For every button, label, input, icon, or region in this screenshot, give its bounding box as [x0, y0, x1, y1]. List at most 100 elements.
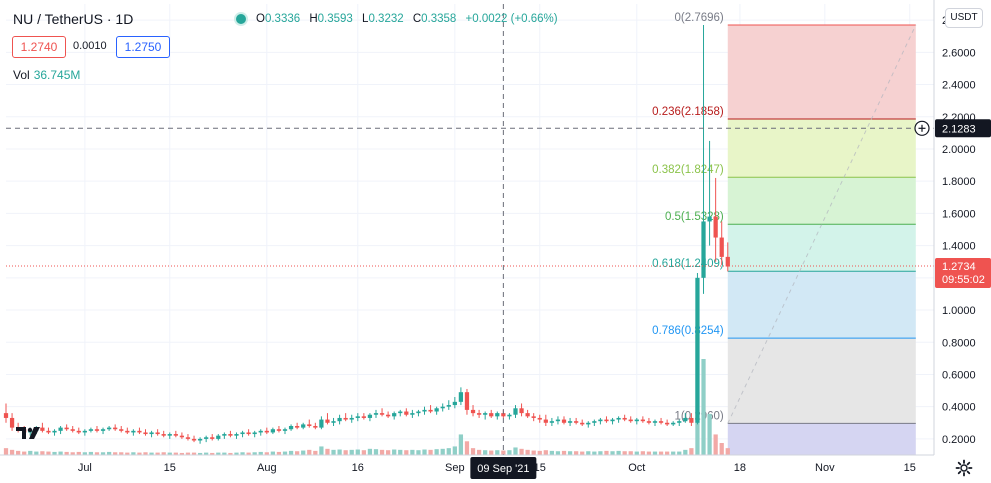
candle[interactable]	[604, 416, 609, 423]
candle[interactable]	[131, 429, 136, 436]
candle[interactable]	[119, 426, 124, 433]
candle[interactable]	[52, 429, 57, 436]
candle[interactable]	[404, 408, 409, 417]
candle[interactable]	[113, 424, 118, 431]
candle[interactable]	[252, 430, 257, 438]
candle[interactable]	[343, 413, 348, 422]
candle[interactable]	[561, 416, 567, 425]
price-axis[interactable]	[934, 0, 991, 483]
candle[interactable]	[270, 427, 275, 435]
candle[interactable]	[361, 413, 366, 420]
candle[interactable]	[555, 416, 561, 425]
candle[interactable]	[276, 426, 282, 433]
candle[interactable]	[58, 426, 63, 435]
plus-circle-icon[interactable]	[914, 120, 930, 136]
candle[interactable]	[507, 413, 512, 420]
candle[interactable]	[640, 416, 645, 423]
candle[interactable]	[167, 432, 172, 439]
candle[interactable]	[210, 434, 215, 441]
candle[interactable]	[125, 427, 130, 435]
candle[interactable]	[665, 419, 670, 427]
candle[interactable]	[470, 405, 476, 417]
candle[interactable]	[3, 403, 9, 423]
candle[interactable]	[307, 419, 312, 428]
candle[interactable]	[398, 409, 403, 417]
candle[interactable]	[325, 413, 330, 425]
candle[interactable]	[489, 409, 494, 418]
candle[interactable]	[70, 426, 75, 433]
tradingview-logo-icon[interactable]	[16, 425, 44, 441]
candle[interactable]	[719, 221, 724, 265]
candle[interactable]	[452, 397, 457, 409]
gear-icon[interactable]	[955, 459, 973, 477]
candle[interactable]	[106, 426, 112, 431]
candle[interactable]	[100, 427, 106, 435]
currency-button[interactable]: USDT	[945, 8, 983, 28]
candle[interactable]	[476, 409, 482, 418]
candle[interactable]	[197, 437, 203, 444]
candle[interactable]	[179, 432, 185, 439]
candle[interactable]	[458, 387, 464, 406]
candle[interactable]	[531, 413, 536, 422]
candle[interactable]	[367, 413, 373, 422]
candle[interactable]	[464, 388, 470, 415]
candle[interactable]	[725, 242, 730, 272]
candle[interactable]	[222, 432, 227, 439]
sell-price-button[interactable]: 1.2740	[12, 36, 66, 58]
candle[interactable]	[616, 416, 621, 423]
candle[interactable]	[185, 434, 191, 441]
candle[interactable]	[204, 435, 209, 443]
candle[interactable]	[537, 414, 542, 423]
candle[interactable]	[658, 417, 664, 425]
candle[interactable]	[161, 430, 166, 438]
candle[interactable]	[598, 417, 603, 425]
candle[interactable]	[567, 417, 573, 427]
candle[interactable]	[301, 422, 306, 430]
candle[interactable]	[446, 400, 451, 410]
candle[interactable]	[634, 417, 639, 425]
candle[interactable]	[173, 430, 178, 438]
candle[interactable]	[677, 419, 682, 427]
candle[interactable]	[258, 429, 263, 436]
candle[interactable]	[513, 405, 518, 418]
candle[interactable]	[628, 416, 633, 423]
candle[interactable]	[610, 417, 615, 425]
candle[interactable]	[246, 429, 251, 436]
candle[interactable]	[46, 427, 51, 435]
candle[interactable]	[9, 413, 15, 431]
candle[interactable]	[434, 406, 439, 415]
candle[interactable]	[592, 419, 597, 427]
candle[interactable]	[483, 411, 488, 420]
candle[interactable]	[155, 429, 160, 436]
candle[interactable]	[428, 405, 433, 414]
candle[interactable]	[586, 421, 591, 428]
candle[interactable]	[671, 421, 676, 427]
candle[interactable]	[228, 430, 233, 438]
candle[interactable]	[149, 430, 154, 438]
candle[interactable]	[337, 414, 342, 425]
buy-price-button[interactable]: 1.2750	[116, 36, 170, 58]
candle[interactable]	[422, 406, 427, 415]
candle[interactable]	[143, 429, 148, 436]
candle[interactable]	[646, 417, 652, 425]
candle[interactable]	[580, 419, 585, 427]
candle[interactable]	[40, 422, 45, 433]
candle[interactable]	[234, 432, 239, 439]
candle[interactable]	[191, 435, 197, 443]
candle[interactable]	[683, 413, 688, 423]
candle[interactable]	[82, 429, 87, 436]
candle[interactable]	[525, 409, 530, 418]
candle[interactable]	[331, 417, 336, 427]
candle[interactable]	[288, 424, 294, 431]
candle[interactable]	[319, 416, 324, 430]
candle[interactable]	[707, 140, 712, 246]
candle[interactable]	[216, 434, 221, 441]
candle[interactable]	[440, 403, 445, 412]
candle[interactable]	[137, 427, 142, 435]
candle[interactable]	[94, 426, 100, 433]
candle[interactable]	[416, 409, 421, 417]
candle[interactable]	[295, 422, 300, 430]
candle[interactable]	[313, 422, 318, 430]
candle[interactable]	[574, 417, 579, 425]
